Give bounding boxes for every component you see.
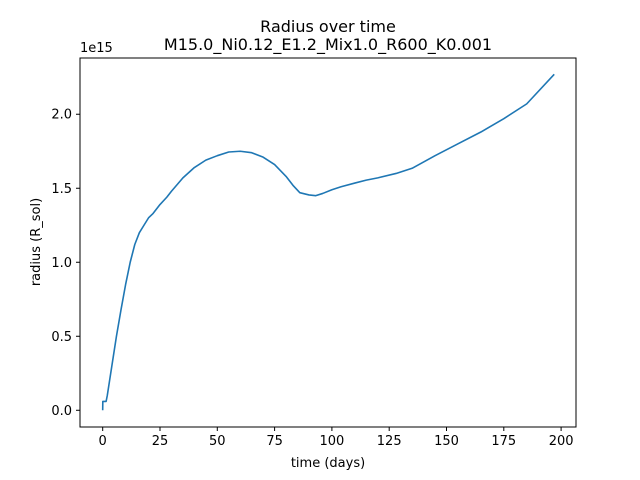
series-line-group [101, 73, 555, 411]
chart-title-line-2: M15.0_Ni0.12_E1.2_Mix1.0_R600_K0.001 [164, 35, 492, 55]
x-tick-label: 0 [99, 434, 107, 449]
y-tick-label: 0.0 [51, 404, 72, 419]
x-tick-label: 175 [491, 434, 516, 449]
x-tick-label: 200 [549, 434, 574, 449]
y-tick-label: 1.0 [51, 256, 72, 271]
x-tick-label: 150 [434, 434, 459, 449]
y-tick-label: 0.5 [51, 330, 72, 345]
y-tick-label: 2.0 [51, 108, 72, 123]
y-axis-ticks: 0.0 0.5 1.0 1.5 2.0 [51, 108, 80, 419]
x-tick-label: 25 [152, 434, 169, 449]
plot-area-frame [79, 57, 577, 428]
y-axis-offset-label: 1e15 [80, 41, 113, 56]
x-axis-ticks: 0 25 50 75 100 125 150 175 200 [99, 427, 574, 449]
x-tick-label: 100 [319, 434, 344, 449]
x-axis-label: time (days) [291, 456, 365, 471]
radius-series-line [101, 73, 555, 411]
y-axis-label: radius (R_sol) [29, 198, 44, 286]
x-tick-label: 50 [209, 434, 226, 449]
chart-title-line-1: Radius over time [260, 17, 396, 36]
x-tick-label: 125 [377, 434, 402, 449]
x-tick-label: 75 [266, 434, 283, 449]
y-tick-label: 1.5 [51, 182, 72, 197]
